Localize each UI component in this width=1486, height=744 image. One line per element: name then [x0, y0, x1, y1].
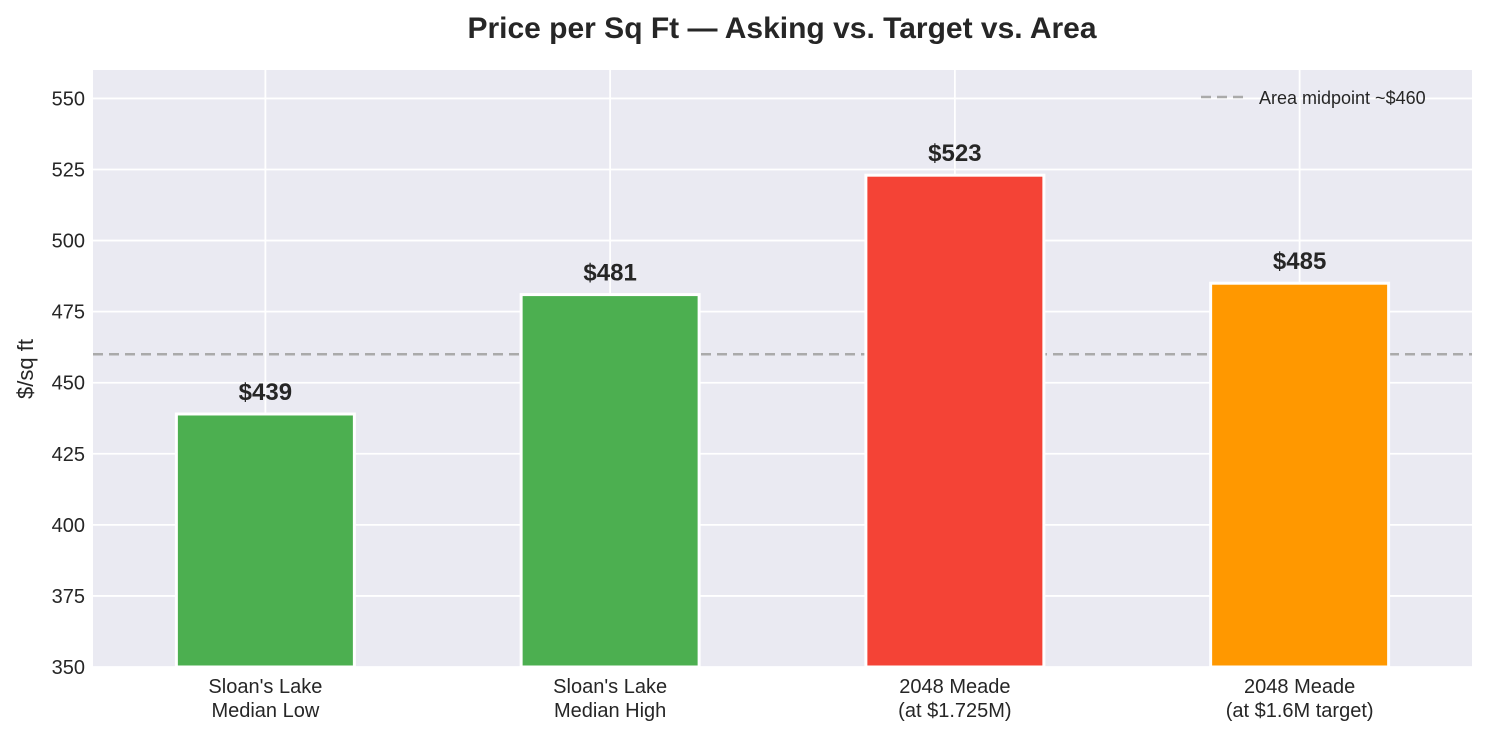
y-tick-label-0: 350: [52, 657, 85, 679]
y-tick-label-2: 400: [52, 515, 85, 537]
x-tick-label-line-1-0: Sloan's Lake: [553, 676, 667, 698]
x-tick-label-1: Sloan's Lake Median High: [553, 676, 667, 722]
x-tick-label-line-3-0: 2048 Meade: [1244, 676, 1355, 698]
legend-label: Area midpoint ~$460: [1259, 88, 1426, 108]
bar-value-label-3: $485: [1273, 248, 1326, 275]
y-axis-label: $/sq ft: [13, 339, 38, 399]
legend: Area midpoint ~$460: [1201, 88, 1426, 108]
bar-value-label-1: $481: [583, 260, 636, 287]
bar-value-label-2: $523: [928, 140, 981, 167]
y-tick-label-1: 375: [52, 586, 85, 608]
x-tick-label-line-2-0: 2048 Meade: [899, 676, 1010, 698]
x-tick-label-line-1-1: Median High: [554, 700, 666, 722]
x-tick-label-0: Sloan's Lake Median Low: [208, 676, 322, 722]
bar-3: [1209, 281, 1391, 669]
value-labels: $439 $481 $523 $485: [239, 140, 1327, 406]
x-tick-label-line-3-1: (at $1.6M target): [1226, 700, 1374, 722]
y-tick-label-7: 525: [52, 160, 85, 182]
x-tick-label-3: 2048 Meade (at $1.6M target): [1226, 676, 1374, 722]
y-tick-label-5: 475: [52, 302, 85, 324]
x-tick-label-line-0-0: Sloan's Lake: [208, 676, 322, 698]
x-tick-label-2: 2048 Meade (at $1.725M): [898, 676, 1011, 722]
y-tick-label-8: 550: [52, 88, 85, 110]
x-tick-label-line-0-1: Median Low: [211, 700, 319, 722]
y-tick-label-4: 450: [52, 373, 85, 395]
y-tick-label-6: 500: [52, 231, 85, 253]
bar-value-label-0: $439: [239, 379, 292, 406]
bar-2: [864, 173, 1046, 669]
bar-0: [174, 412, 356, 669]
chart-title: Price per Sq Ft — Asking vs. Target vs. …: [467, 12, 1096, 45]
y-tick-labels: 350 375 400 425 450 475 500 525 550: [52, 88, 85, 679]
bars: [174, 173, 1391, 669]
x-tick-label-line-2-1: (at $1.725M): [898, 700, 1011, 722]
bar-1: [519, 293, 701, 669]
y-tick-label-3: 425: [52, 444, 85, 466]
